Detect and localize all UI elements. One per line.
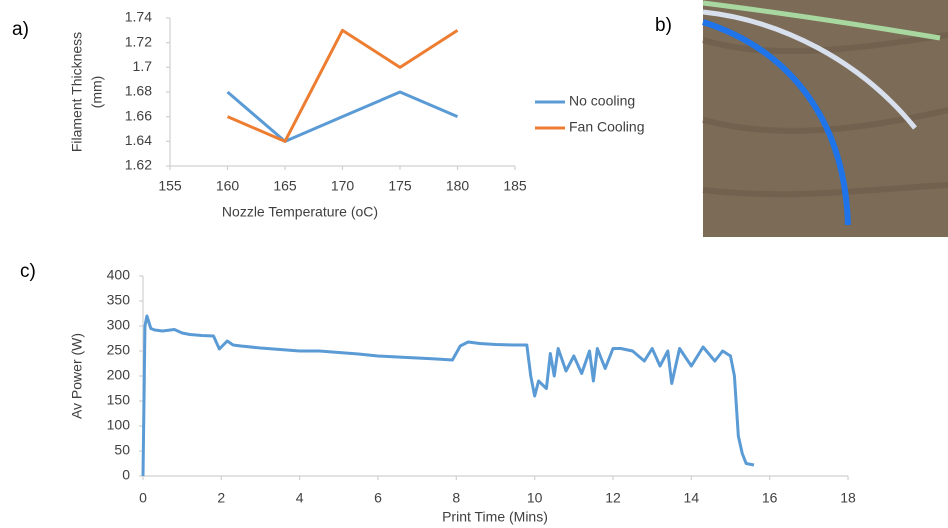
panel-label: b)	[655, 15, 672, 36]
x-tick-label: 2	[217, 490, 225, 506]
y-tick-label: 250	[107, 342, 131, 358]
x-tick-label: 170	[331, 178, 355, 194]
y-tick-label: 300	[107, 317, 131, 333]
x-tick-label: 160	[216, 178, 240, 194]
legend-label: No cooling	[569, 93, 635, 109]
y-tick-label: 200	[107, 367, 131, 383]
x-tick-label: 6	[374, 490, 382, 506]
x-tick-label: 12	[605, 490, 621, 506]
x-tick-label: 0	[139, 490, 147, 506]
y-tick-label: 1.72	[125, 33, 152, 49]
y-tick-label: 1.68	[125, 83, 152, 99]
x-tick-label: 18	[840, 490, 856, 506]
y-tick-label: 1.66	[125, 107, 152, 123]
x-tick-label: 155	[158, 178, 182, 194]
x-tick-label: 165	[273, 178, 297, 194]
photo	[702, 0, 948, 237]
legend-label: Fan Cooling	[569, 119, 645, 135]
y-tick-label: 350	[107, 292, 131, 308]
y-axis-title: Av Power (W)	[69, 333, 85, 419]
y-tick-label: 0	[122, 467, 130, 483]
x-tick-label: 14	[684, 490, 700, 506]
panel-label: c)	[20, 261, 36, 282]
y-tick-label: 400	[107, 267, 131, 283]
y-tick-label: 150	[107, 392, 131, 408]
x-tick-label: 16	[762, 490, 778, 506]
panel-label: a)	[12, 19, 29, 40]
y-tick-label: 1.7	[133, 58, 153, 74]
x-axis-title: Nozzle Temperature (oC)	[222, 204, 378, 220]
y-tick-label: 100	[107, 417, 131, 433]
series-line	[226, 28, 459, 143]
y-tick-label: 1.62	[125, 157, 152, 173]
x-tick-label: 10	[527, 490, 543, 506]
x-tick-label: 180	[446, 178, 470, 194]
x-tick-label: 4	[296, 490, 304, 506]
x-tick-label: 175	[388, 178, 412, 194]
y-tick-label: 1.74	[125, 9, 152, 25]
x-tick-label: 185	[503, 178, 527, 194]
series-line	[141, 314, 755, 477]
x-axis-title: Print Time (Mins)	[442, 509, 548, 525]
y-tick-label: 50	[114, 442, 130, 458]
y-axis-title: Filament Thickness	[69, 32, 85, 152]
series-line	[226, 90, 459, 143]
y-axis-title: (mm)	[89, 76, 105, 109]
x-tick-label: 8	[452, 490, 460, 506]
y-tick-label: 1.64	[125, 132, 152, 148]
